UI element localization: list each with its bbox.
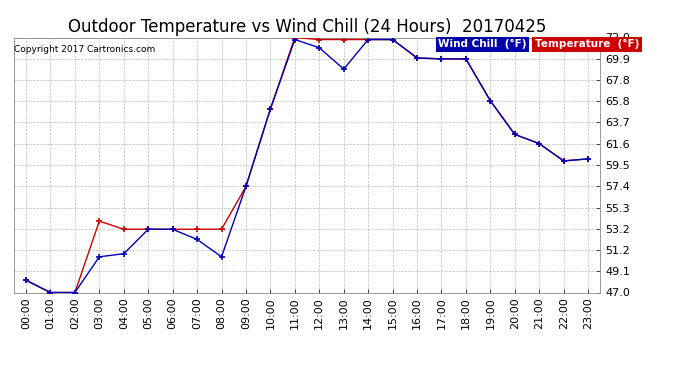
Title: Outdoor Temperature vs Wind Chill (24 Hours)  20170425: Outdoor Temperature vs Wind Chill (24 Ho… [68,18,546,36]
Text: Copyright 2017 Cartronics.com: Copyright 2017 Cartronics.com [14,45,155,54]
Text: Wind Chill  (°F): Wind Chill (°F) [438,39,526,50]
Text: Temperature  (°F): Temperature (°F) [535,39,639,50]
